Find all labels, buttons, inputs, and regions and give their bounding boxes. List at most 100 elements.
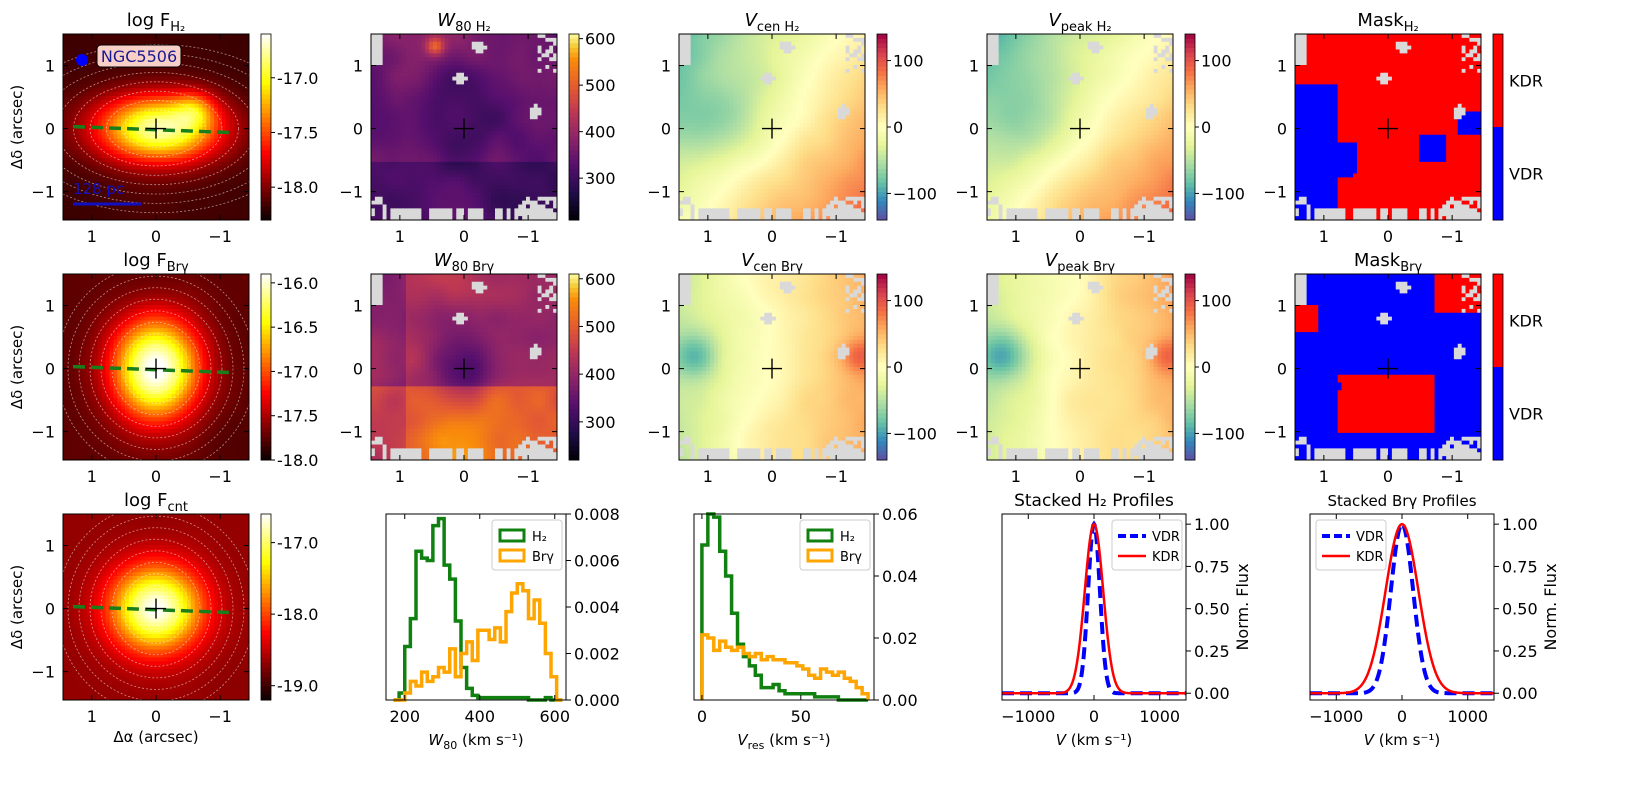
y-tick-label: 1 bbox=[661, 297, 671, 316]
y-tick-label: −1 bbox=[31, 663, 55, 682]
y-tick-label: −1 bbox=[1263, 183, 1287, 202]
y-tick-label: −1 bbox=[955, 423, 979, 442]
x-tick-label: 0 bbox=[459, 467, 469, 486]
y-axis-label: Δδ (arcsec) bbox=[8, 325, 26, 409]
colorbar-tick-label: VDR bbox=[1509, 405, 1543, 424]
map-title-mask_brg: MaskBrγ bbox=[1354, 250, 1423, 275]
y-tick-label: 0.008 bbox=[574, 505, 620, 524]
x-tick-label: −1 bbox=[208, 707, 232, 726]
colorbar-flux_h2: -17.0-17.5-18.0 bbox=[261, 34, 318, 221]
colorbar-tick-label: −100 bbox=[1201, 184, 1245, 203]
x-tick-label: −1 bbox=[824, 467, 848, 486]
legend-label: VDR bbox=[1152, 530, 1180, 545]
legend-label: VDR bbox=[1356, 530, 1384, 545]
y-tick-label: 0.75 bbox=[1194, 557, 1230, 576]
y-tick-label: 1 bbox=[45, 537, 55, 556]
x-tick-label: −1000 bbox=[1001, 707, 1055, 726]
x-tick-label: 1 bbox=[1319, 467, 1329, 486]
x-tick-label: 50 bbox=[791, 707, 811, 726]
y-tick-label: 0.00 bbox=[882, 691, 918, 710]
y-tick-label: 0 bbox=[661, 360, 671, 379]
x-tick-label: 1 bbox=[703, 467, 713, 486]
chart-title: Stacked Brγ Profiles bbox=[1327, 492, 1476, 510]
colorbar-tick-label: -17.0 bbox=[277, 362, 318, 381]
colorbar-tick-label: -17.0 bbox=[277, 69, 318, 88]
y-tick-label: 1 bbox=[661, 57, 671, 76]
y-tick-label: 0.00 bbox=[1502, 684, 1538, 703]
y-tick-label: 1 bbox=[1277, 57, 1287, 76]
chart-panel-2: Stacked H₂ Profiles−1000 0 10000.000.250.5… bbox=[1001, 491, 1252, 749]
x-tick-label: 1 bbox=[1011, 467, 1021, 486]
map-title-mask_h2: MaskH₂ bbox=[1357, 10, 1418, 35]
x-tick-label: 0 bbox=[767, 467, 777, 486]
x-tick-label: 0 bbox=[1383, 467, 1393, 486]
x-tick-label: 0 bbox=[151, 467, 161, 486]
colorbar-tick-label: 500 bbox=[585, 76, 616, 95]
colorbar-vcen_h2: 1000−100 bbox=[877, 34, 937, 221]
colorbar-tick-label: −100 bbox=[893, 424, 937, 443]
map-title-w80_h2: W80 H₂ bbox=[437, 10, 490, 35]
y-tick-label: −1 bbox=[647, 183, 671, 202]
y-tick-label: 0 bbox=[969, 120, 979, 139]
y-tick-label: −1 bbox=[955, 183, 979, 202]
x-tick-label: 0 bbox=[1383, 227, 1393, 246]
colorbar-tick-label: -16.5 bbox=[277, 318, 318, 337]
map-title-vcen_brg: Vcen Brγ bbox=[741, 250, 803, 275]
legend-label: Brγ bbox=[532, 550, 554, 565]
map-title-flux_cnt: log Fcnt bbox=[124, 490, 188, 515]
x-tick-label: 0 bbox=[1089, 707, 1099, 726]
legend-label: H₂ bbox=[840, 530, 855, 545]
colorbar-vpeak_brg: 1000−100 bbox=[1185, 274, 1245, 461]
colorbar-flux_cnt: -17.0-18.0-19.0 bbox=[261, 514, 318, 701]
colorbar-tick-label: 300 bbox=[585, 169, 616, 188]
y-tick-label: 0.006 bbox=[574, 552, 620, 571]
x-tick-label: −1000 bbox=[1309, 707, 1363, 726]
galaxy-label: NGC5506 bbox=[101, 47, 177, 66]
colorbar-tick-label: -18.0 bbox=[277, 451, 318, 470]
beam-marker bbox=[76, 54, 88, 66]
map-title-vcen_h2: Vcen H₂ bbox=[745, 10, 800, 35]
chart-title: Stacked H₂ Profiles bbox=[1014, 491, 1174, 511]
y-tick-label: 0.04 bbox=[882, 567, 918, 586]
colorbar-tick-label: -17.5 bbox=[277, 407, 318, 426]
y-tick-label: −1 bbox=[1263, 423, 1287, 442]
x-tick-label: 1 bbox=[395, 227, 405, 246]
colorbar-tick-label: 400 bbox=[585, 365, 616, 384]
y-tick-label: 0.25 bbox=[1502, 642, 1538, 661]
y-tick-label: 0.50 bbox=[1194, 600, 1230, 619]
legend: VDR KDR bbox=[1316, 520, 1386, 570]
colorbar-tick-label: KDR bbox=[1509, 312, 1543, 331]
y-tick-label: 1.00 bbox=[1502, 515, 1538, 534]
colorbar-tick-label: 0 bbox=[1201, 358, 1211, 377]
y-tick-label: 0.06 bbox=[882, 505, 918, 524]
x-tick-label: 1000 bbox=[1447, 707, 1488, 726]
y-tick-label: 0 bbox=[353, 360, 363, 379]
x-axis-label: W80 (km s⁻¹) bbox=[428, 731, 523, 752]
x-tick-label: 1 bbox=[703, 227, 713, 246]
x-tick-label: 200 bbox=[389, 707, 420, 726]
y-axis-label: Norm. Flux bbox=[1233, 563, 1252, 650]
x-tick-label: −1 bbox=[208, 227, 232, 246]
colorbar-tick-label: -18.0 bbox=[277, 605, 318, 624]
colorbar-tick-label: 600 bbox=[585, 30, 616, 49]
colorbar-tick-label: 400 bbox=[585, 123, 616, 142]
x-tick-label: 0 bbox=[697, 707, 707, 726]
legend-label: KDR bbox=[1356, 550, 1384, 565]
colorbar-tick-label: 100 bbox=[893, 52, 924, 71]
x-tick-label: −1 bbox=[1440, 467, 1464, 486]
x-axis-label: V (km s⁻¹) bbox=[1056, 731, 1133, 749]
x-tick-label: −1 bbox=[824, 227, 848, 246]
x-tick-label: −1 bbox=[516, 467, 540, 486]
x-tick-label: 0 bbox=[767, 227, 777, 246]
colorbar-mask_brg: KDR VDR bbox=[1493, 274, 1543, 461]
hist-series-1 bbox=[394, 584, 563, 700]
y-tick-label: 0.002 bbox=[574, 645, 620, 664]
y-axis-label: Δδ (arcsec) bbox=[8, 85, 26, 169]
